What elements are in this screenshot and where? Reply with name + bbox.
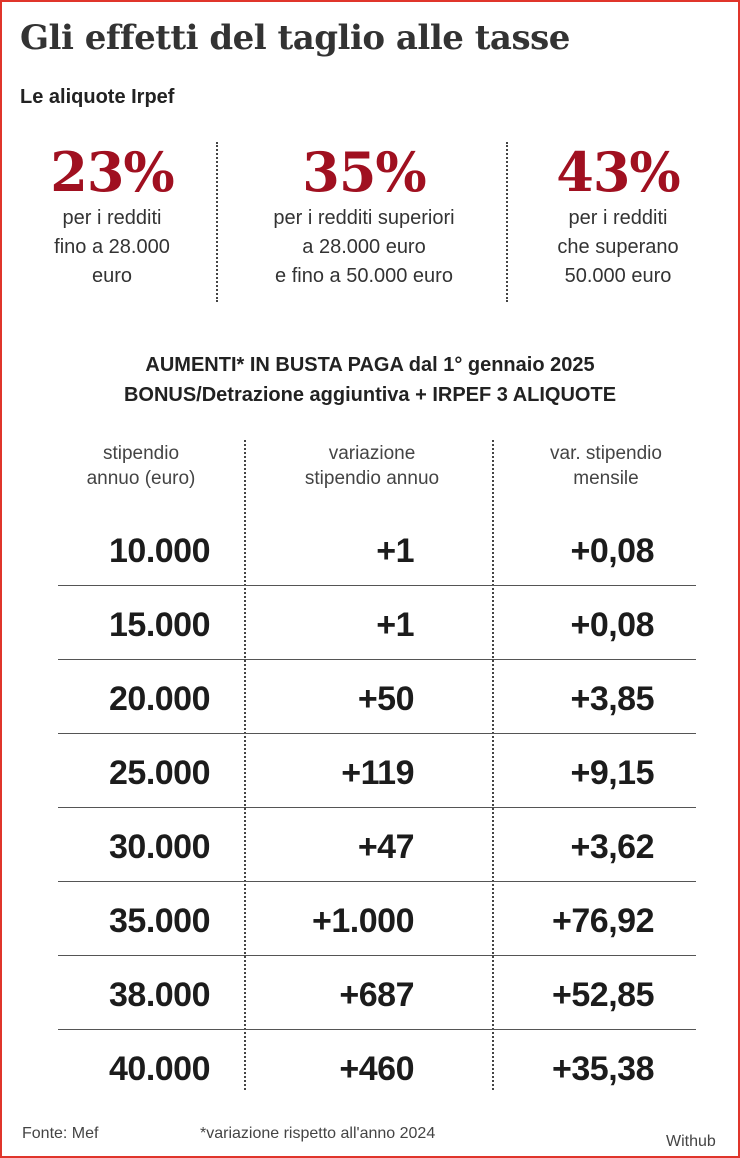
- row-divider: [58, 955, 696, 956]
- salary-cell: 20.000: [109, 680, 211, 718]
- column-header-salary: stipendio annuo (euro): [86, 443, 196, 489]
- monthly-change-cell: +9,15: [570, 754, 654, 792]
- salary-cell: 38.000: [109, 976, 211, 1014]
- salary-cell: 15.000: [109, 606, 211, 644]
- rate-block-43: 43% per i redditi che superano 50.000 eu…: [528, 140, 708, 291]
- table-row: 10.000 +1 +0,08: [58, 512, 696, 586]
- row-divider: [58, 1029, 696, 1030]
- salary-cell: 30.000: [109, 828, 211, 866]
- row-divider: [58, 659, 696, 660]
- table-column-divider: [492, 440, 494, 1090]
- column-divider: [506, 142, 508, 302]
- row-divider: [58, 733, 696, 734]
- table-row: 38.000 +687 +52,85: [58, 956, 696, 1030]
- rate-percentage: 35%: [302, 140, 426, 204]
- monthly-change-cell: +0,08: [570, 532, 654, 570]
- rate-block-35: 35% per i redditi superiori a 28.000 eur…: [236, 140, 492, 291]
- monthly-change-cell: +35,38: [552, 1050, 654, 1088]
- table-row: 40.000 +460 +35,38: [58, 1030, 696, 1104]
- salary-cell: 40.000: [109, 1050, 211, 1088]
- salary-cell: 10.000: [109, 532, 211, 570]
- rate-description: per i redditi che superano 50.000 euro: [557, 207, 679, 287]
- monthly-change-cell: +52,85: [552, 976, 654, 1014]
- table-row: 15.000 +1 +0,08: [58, 586, 696, 660]
- table-row: 25.000 +119 +9,15: [58, 734, 696, 808]
- row-divider: [58, 807, 696, 808]
- page-title: Gli effetti del taglio alle tasse: [20, 18, 570, 58]
- table-row: 30.000 +47 +3,62: [58, 808, 696, 882]
- source-note: Fonte: Mef: [22, 1125, 99, 1142]
- table-row: 35.000 +1.000 +76,92: [58, 882, 696, 956]
- annual-change-cell: +50: [357, 680, 415, 718]
- table-title-line-1: AUMENTI* IN BUSTA PAGA dal 1° gennaio 20…: [145, 354, 595, 376]
- rate-description: per i redditi fino a 28.000 euro: [54, 207, 170, 287]
- row-divider: [58, 881, 696, 882]
- salary-cell: 25.000: [109, 754, 211, 792]
- annual-change-cell: +1: [376, 606, 414, 644]
- rate-block-23: 23% per i redditi fino a 28.000 euro: [30, 140, 194, 291]
- annual-change-cell: +687: [339, 976, 414, 1014]
- row-divider: [58, 585, 696, 586]
- monthly-change-cell: +0,08: [570, 606, 654, 644]
- table-column-divider: [244, 440, 246, 1090]
- footnote: *variazione rispetto all'anno 2024: [200, 1125, 436, 1142]
- section-subtitle: Le aliquote Irpef: [20, 86, 175, 108]
- annual-change-cell: +1.000: [312, 902, 414, 940]
- salary-cell: 35.000: [109, 902, 211, 940]
- column-header-annual-change: variazione stipendio annuo: [304, 443, 440, 489]
- rate-description: per i redditi superiori a 28.000 euro e …: [273, 207, 455, 287]
- table-title-line-2: BONUS/Detrazione aggiuntiva + IRPEF 3 AL…: [123, 384, 617, 406]
- credit-label: Withub: [666, 1133, 716, 1150]
- monthly-change-cell: +3,62: [570, 828, 654, 866]
- column-divider: [216, 142, 218, 302]
- annual-change-cell: +1: [376, 532, 414, 570]
- monthly-change-cell: +3,85: [570, 680, 654, 718]
- monthly-change-cell: +76,92: [552, 902, 654, 940]
- table-row: 20.000 +50 +3,85: [58, 660, 696, 734]
- annual-change-cell: +47: [357, 828, 415, 866]
- rate-percentage: 43%: [556, 140, 680, 204]
- annual-change-cell: +119: [341, 754, 414, 792]
- column-header-monthly-change: var. stipendio mensile: [550, 443, 662, 489]
- rate-percentage: 23%: [50, 140, 174, 204]
- annual-change-cell: +460: [339, 1050, 414, 1088]
